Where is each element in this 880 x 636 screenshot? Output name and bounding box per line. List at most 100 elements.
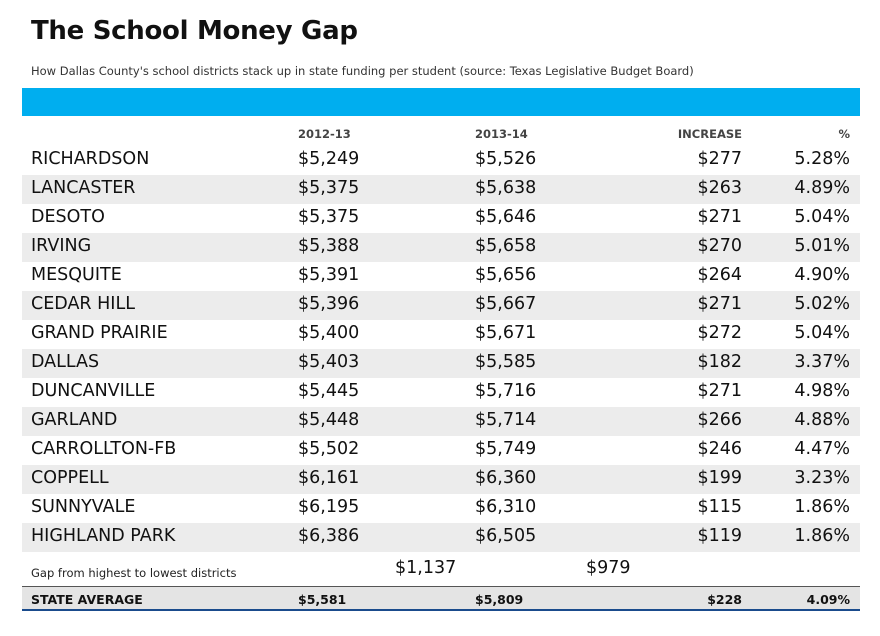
state-average-label: STATE AVERAGE xyxy=(31,592,143,607)
district-name: MESQUITE xyxy=(31,265,122,285)
percent-value: 5.28% xyxy=(794,149,850,169)
district-name: DUNCANVILLE xyxy=(31,381,156,401)
district-name: GARLAND xyxy=(31,410,118,430)
percent-value: 3.37% xyxy=(794,352,850,372)
increase-value: $263 xyxy=(697,178,742,198)
column-header-increase: INCREASE xyxy=(677,127,742,141)
percent-value: 5.04% xyxy=(794,207,850,227)
table-row: COPPELL $6,161 $6,360 $199 3.23% xyxy=(22,465,860,494)
state-average-2013-14: $5,809 xyxy=(475,592,524,607)
funding-2013-14: $5,671 xyxy=(475,323,537,343)
table-row: SUNNYVALE $6,195 $6,310 $115 1.86% xyxy=(22,494,860,523)
funding-2012-13: $5,403 xyxy=(298,352,360,372)
funding-2012-13: $5,249 xyxy=(298,149,360,169)
state-average-increase: $228 xyxy=(707,592,742,607)
funding-2012-13: $5,388 xyxy=(298,236,360,256)
table-row: RICHARDSON $5,249 $5,526 $277 5.28% xyxy=(22,146,860,175)
table-row: GRAND PRAIRIE $5,400 $5,671 $272 5.04% xyxy=(22,320,860,349)
district-name: GRAND PRAIRIE xyxy=(31,323,168,343)
district-name: COPPELL xyxy=(31,468,109,488)
increase-value: $246 xyxy=(697,439,742,459)
funding-2012-13: $6,161 xyxy=(298,468,360,488)
column-header-2013-14: 2013-14 xyxy=(475,127,528,141)
funding-2012-13: $5,391 xyxy=(298,265,360,285)
increase-value: $199 xyxy=(697,468,742,488)
percent-value: 4.98% xyxy=(794,381,850,401)
funding-2013-14: $5,749 xyxy=(475,439,537,459)
table-row: HIGHLAND PARK $6,386 $6,505 $119 1.86% xyxy=(22,523,860,552)
increase-value: $270 xyxy=(697,236,742,256)
district-name: SUNNYVALE xyxy=(31,497,136,517)
table-row: DESOTO $5,375 $5,646 $271 5.04% xyxy=(22,204,860,233)
table-row: CARROLLTON-FB $5,502 $5,749 $246 4.47% xyxy=(22,436,860,465)
column-header-percent: % xyxy=(838,127,850,141)
funding-2013-14: $5,526 xyxy=(475,149,537,169)
percent-value: 4.47% xyxy=(794,439,850,459)
percent-value: 5.02% xyxy=(794,294,850,314)
funding-2013-14: $5,667 xyxy=(475,294,537,314)
funding-2013-14: $5,656 xyxy=(475,265,537,285)
table-row: GARLAND $5,448 $5,714 $266 4.88% xyxy=(22,407,860,436)
funding-2012-13: $5,375 xyxy=(298,207,360,227)
funding-2012-13: $6,195 xyxy=(298,497,360,517)
increase-value: $277 xyxy=(697,149,742,169)
funding-2013-14: $5,646 xyxy=(475,207,537,227)
district-name: CARROLLTON-FB xyxy=(31,439,177,459)
district-name: HIGHLAND PARK xyxy=(31,526,176,546)
column-header-2012-13: 2012-13 xyxy=(298,127,351,141)
percent-value: 1.86% xyxy=(794,497,850,517)
funding-2013-14: $6,310 xyxy=(475,497,537,517)
funding-2012-13: $5,502 xyxy=(298,439,360,459)
increase-value: $272 xyxy=(697,323,742,343)
funding-2012-13: $5,448 xyxy=(298,410,360,430)
increase-value: $119 xyxy=(697,526,742,546)
increase-value: $264 xyxy=(697,265,742,285)
funding-2013-14: $6,505 xyxy=(475,526,537,546)
table-row: DUNCANVILLE $5,445 $5,716 $271 4.98% xyxy=(22,378,860,407)
table-row: MESQUITE $5,391 $5,656 $264 4.90% xyxy=(22,262,860,291)
district-name: LANCASTER xyxy=(31,178,136,198)
funding-2012-13: $5,375 xyxy=(298,178,360,198)
table-row: LANCASTER $5,375 $5,638 $263 4.89% xyxy=(22,175,860,204)
percent-value: 4.88% xyxy=(794,410,850,430)
district-name: DESOTO xyxy=(31,207,105,227)
accent-band xyxy=(22,88,860,116)
percent-value: 4.89% xyxy=(794,178,850,198)
chart-title: The School Money Gap xyxy=(31,16,358,46)
funding-2013-14: $6,360 xyxy=(475,468,537,488)
funding-2013-14: $5,638 xyxy=(475,178,537,198)
state-average-2012-13: $5,581 xyxy=(298,592,347,607)
percent-value: 5.04% xyxy=(794,323,850,343)
district-name: DALLAS xyxy=(31,352,100,372)
table-row: DALLAS $5,403 $5,585 $182 3.37% xyxy=(22,349,860,378)
increase-value: $271 xyxy=(697,294,742,314)
funding-2012-13: $5,445 xyxy=(298,381,360,401)
table-row: CEDAR HILL $5,396 $5,667 $271 5.02% xyxy=(22,291,860,320)
percent-value: 5.01% xyxy=(794,236,850,256)
state-average-percent: 4.09% xyxy=(806,592,850,607)
increase-value: $182 xyxy=(697,352,742,372)
district-table-body: RICHARDSON $5,249 $5,526 $277 5.28% LANCASTER… xyxy=(22,146,860,552)
district-name: IRVING xyxy=(31,236,92,256)
percent-value: 3.23% xyxy=(794,468,850,488)
gap-label: Gap from highest to lowest districts xyxy=(31,566,237,580)
increase-value: $271 xyxy=(697,207,742,227)
funding-2012-13: $5,400 xyxy=(298,323,360,343)
funding-2013-14: $5,585 xyxy=(475,352,537,372)
percent-value: 1.86% xyxy=(794,526,850,546)
gap-value-2012-13: $1,137 xyxy=(395,558,457,578)
chart-subtitle: How Dallas County's school districts sta… xyxy=(31,64,694,78)
funding-2013-14: $5,658 xyxy=(475,236,537,256)
increase-value: $266 xyxy=(697,410,742,430)
district-name: RICHARDSON xyxy=(31,149,150,169)
state-average-row: STATE AVERAGE $5,581 $5,809 $228 4.09% xyxy=(22,586,860,611)
increase-value: $115 xyxy=(697,497,742,517)
increase-value: $271 xyxy=(697,381,742,401)
gap-row: Gap from highest to lowest districts $1,… xyxy=(22,557,860,585)
percent-value: 4.90% xyxy=(794,265,850,285)
funding-2013-14: $5,716 xyxy=(475,381,537,401)
funding-2012-13: $6,386 xyxy=(298,526,360,546)
table-row: IRVING $5,388 $5,658 $270 5.01% xyxy=(22,233,860,262)
gap-value-2013-14: $979 xyxy=(586,558,631,578)
